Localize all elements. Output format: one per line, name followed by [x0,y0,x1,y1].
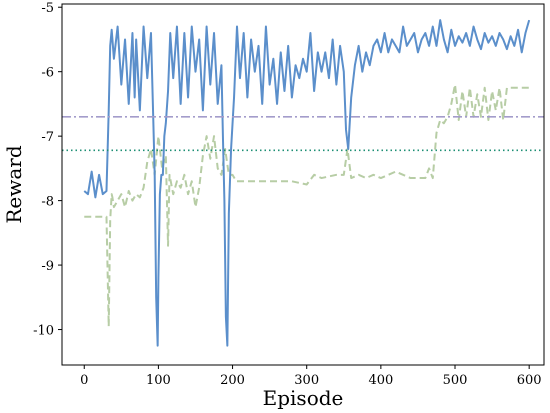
series-line-dashed [84,83,530,328]
y-axis-title: Reward [2,145,26,223]
y-tick-label: -8 [41,195,54,210]
x-tick-label: 400 [368,373,393,388]
plot-frame [61,3,545,366]
x-tick-label: 500 [443,373,468,388]
x-axis-title: Episode [263,386,344,410]
x-tick-label: 200 [220,373,245,388]
x-tick-label: 600 [517,373,542,388]
y-tick-label: -9 [41,259,54,274]
y-tick-label: -6 [41,66,54,81]
x-tick-label: 300 [294,373,319,388]
y-tick-label: -10 [33,324,54,339]
series-line-solid [83,19,531,347]
y-tick-label: -7 [41,130,54,145]
y-tick-label: -5 [41,1,54,16]
axis-ticks: 0 100 200 300 400 500 600 -5 -6 -7 -8 -9 -10 [33,1,542,388]
plot-area [62,19,544,347]
x-tick-label: 0 [80,373,88,388]
x-tick-label: 100 [146,373,171,388]
